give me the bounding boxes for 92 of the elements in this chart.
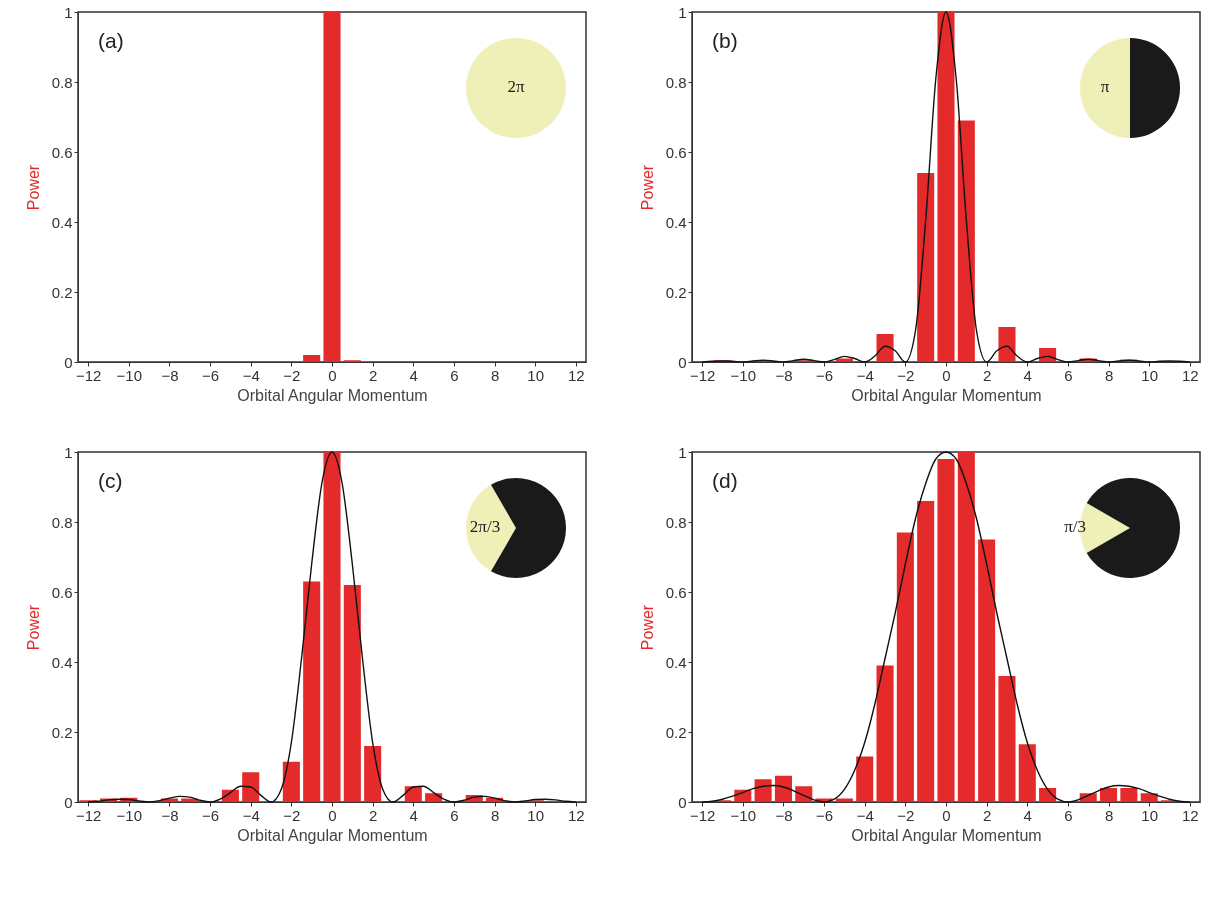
x-tick-label: −2 (283, 366, 301, 384)
x-tick-label: 4 (409, 806, 418, 824)
x-axis-title: Orbital Angular Momentum (237, 826, 428, 844)
y-tick-label: 0 (678, 353, 687, 371)
x-axis-title: Orbital Angular Momentum (237, 386, 428, 404)
x-tick-label: 8 (490, 806, 500, 824)
y-tick-label: 0.6 (665, 143, 687, 161)
x-tick-label: −10 (116, 366, 143, 384)
x-tick-label: 4 (409, 366, 418, 384)
annotation: π/3 (1064, 517, 1086, 537)
annotation: π (1100, 77, 1110, 97)
x-tick-label: 12 (1182, 806, 1199, 824)
x-tick-label: −6 (816, 366, 834, 384)
x-tick-label: 12 (1182, 366, 1199, 384)
y-tick-label: 0.6 (51, 143, 73, 161)
x-tick-label: −4 (856, 806, 874, 824)
x-tick-label: −8 (775, 366, 793, 384)
x-tick-label: 2 (982, 806, 992, 824)
x-tick-label: 4 (1023, 806, 1032, 824)
x-tick-label: −10 (730, 806, 757, 824)
x-tick-label: −6 (816, 806, 834, 824)
x-tick-label: −6 (202, 806, 220, 824)
x-tick-label: −8 (775, 806, 793, 824)
x-tick-label: −12 (689, 366, 716, 384)
y-tick-label: 1 (678, 3, 687, 21)
x-axis-title: Orbital Angular Momentum (851, 826, 1042, 844)
y-tick-label: 0.6 (51, 583, 73, 601)
y-tick-label: 0.8 (665, 513, 687, 531)
x-tick-label: −4 (242, 366, 260, 384)
y-tick-label: 0.8 (665, 73, 687, 91)
annotation: (c) (98, 469, 123, 492)
x-tick-label: 8 (490, 366, 500, 384)
y-tick-label: 0.2 (51, 283, 73, 301)
y-tick-label: 0.4 (51, 213, 73, 231)
x-tick-label: 2 (368, 366, 378, 384)
y-tick-label: 0.2 (51, 723, 73, 741)
x-tick-label: 0 (328, 806, 337, 824)
y-tick-label: 1 (64, 443, 73, 461)
x-tick-label: 12 (568, 806, 585, 824)
x-tick-label: 2 (982, 366, 992, 384)
x-tick-label: 0 (328, 366, 337, 384)
x-tick-label: −12 (75, 806, 102, 824)
y-tick-label: 1 (678, 443, 687, 461)
annotation: (a) (98, 29, 124, 52)
x-tick-label: 10 (527, 806, 545, 824)
x-tick-label: −2 (897, 806, 915, 824)
y-tick-label: 0.4 (665, 213, 687, 231)
y-axis-title: Power (638, 604, 656, 651)
x-tick-label: −12 (75, 366, 102, 384)
y-tick-label: 0.6 (665, 583, 687, 601)
x-tick-label: −2 (283, 806, 301, 824)
x-tick-label: 10 (1141, 806, 1159, 824)
x-tick-label: 6 (1064, 366, 1073, 384)
x-tick-label: 10 (527, 366, 545, 384)
y-tick-label: 0 (678, 793, 687, 811)
x-tick-label: −2 (897, 366, 915, 384)
y-axis-title: Power (24, 604, 42, 651)
x-tick-label: 6 (1064, 806, 1073, 824)
y-tick-label: 1 (64, 3, 73, 21)
x-tick-label: −10 (730, 366, 757, 384)
y-axis-title: Power (638, 164, 656, 211)
x-tick-label: 10 (1141, 366, 1159, 384)
x-tick-label: −4 (856, 366, 874, 384)
annotation: (b) (712, 29, 738, 52)
y-tick-label: 0 (64, 793, 73, 811)
x-tick-label: −10 (116, 806, 143, 824)
x-tick-label: 0 (942, 806, 951, 824)
x-tick-label: −4 (242, 806, 260, 824)
x-tick-label: 8 (1104, 366, 1114, 384)
y-tick-label: 0.8 (51, 73, 73, 91)
annotation: 2π/3 (469, 517, 501, 537)
y-tick-label: 0.8 (51, 513, 73, 531)
x-tick-label: 12 (568, 366, 585, 384)
annotation: (d) (712, 469, 738, 492)
x-tick-label: 8 (1104, 806, 1114, 824)
y-tick-label: 0.4 (665, 653, 687, 671)
x-tick-label: 2 (368, 806, 378, 824)
x-tick-label: 0 (942, 366, 951, 384)
annotation: 2π (507, 77, 525, 97)
x-tick-label: 6 (450, 806, 459, 824)
y-tick-label: 0 (64, 353, 73, 371)
y-tick-label: 0.2 (665, 283, 687, 301)
x-tick-label: 6 (450, 366, 459, 384)
x-tick-label: −12 (689, 806, 716, 824)
x-axis-title: Orbital Angular Momentum (851, 386, 1042, 404)
x-tick-label: −8 (161, 366, 179, 384)
x-tick-label: 4 (1023, 366, 1032, 384)
x-tick-label: −6 (202, 366, 220, 384)
y-axis-title: Power (24, 164, 42, 211)
y-tick-label: 0.2 (665, 723, 687, 741)
y-tick-label: 0.4 (51, 653, 73, 671)
x-tick-label: −8 (161, 806, 179, 824)
